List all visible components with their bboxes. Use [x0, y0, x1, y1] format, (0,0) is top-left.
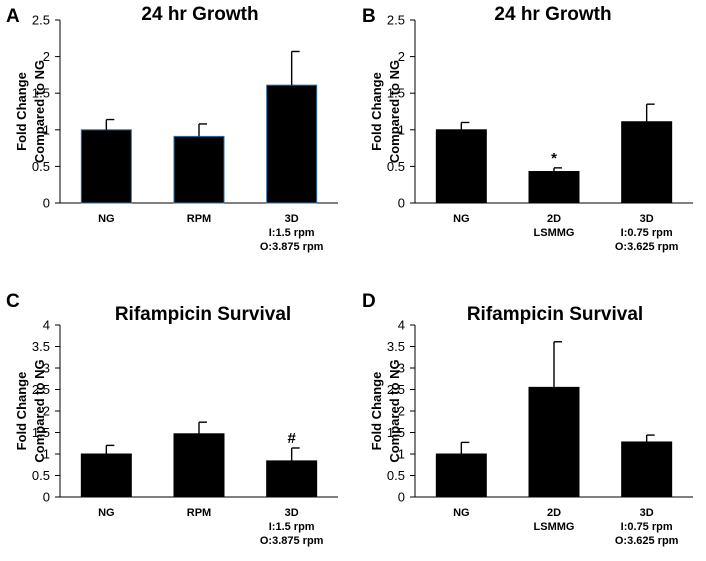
chart-title: Rifampicin Survival [467, 304, 643, 325]
chart-panel-c: C Rifampicin Survival Fold Change Compared … [6, 291, 338, 547]
y-tick-label: 0.5 [32, 159, 50, 174]
bar [621, 121, 673, 204]
bar [528, 171, 580, 204]
significance-marker: * [551, 150, 557, 167]
bar [80, 453, 132, 498]
x-tick-label: RPM [187, 213, 211, 225]
y-tick-label: 4 [398, 318, 405, 333]
y-axis-label-line: Compared to NG [387, 60, 402, 163]
y-axis-label-line: Compared to NG [32, 359, 47, 462]
panel-letter: A [6, 6, 20, 27]
y-tick-label: 1.5 [32, 425, 50, 440]
y-axis-label-line: Fold Change [14, 372, 29, 451]
y-axis-label: Fold Change Compared to NG [14, 60, 47, 163]
bar [435, 453, 487, 498]
y-axis-label-line: Compared to NG [32, 60, 47, 163]
x-tick-label: 2D [547, 213, 561, 225]
bar [266, 84, 318, 204]
x-tick-label: O:3.625 rpm [615, 241, 679, 253]
y-tick-label: 2.5 [32, 382, 50, 397]
y-tick-label: 2.5 [32, 13, 50, 28]
y-tick-label: 0 [43, 196, 50, 211]
y-axis-label: Fold Change Compared to NG [369, 359, 402, 462]
x-tick-label: O:3.875 rpm [260, 535, 324, 547]
y-tick-label: 0 [398, 196, 405, 211]
x-tick-label: O:3.875 rpm [260, 241, 324, 253]
panel-letter: B [362, 6, 376, 27]
y-tick-label: 0.5 [387, 468, 405, 483]
chart-title: Rifampicin Survival [115, 304, 291, 325]
y-axis-label-line: Compared to NG [387, 359, 402, 462]
bar [435, 129, 487, 204]
chart-title: 24 hr Growth [494, 4, 611, 25]
y-tick-label: 0.5 [387, 159, 405, 174]
y-tick-label: 0 [398, 490, 405, 505]
x-tick-label: NG [98, 213, 115, 225]
y-axis-label: Fold Change Compared to NG [369, 60, 402, 163]
x-tick-label: 3D [285, 213, 299, 225]
y-tick-label: 3.5 [32, 339, 50, 354]
x-tick-label: LSMMG [534, 227, 575, 239]
chart-panel-a: A 24 hr Growth Fold Change Compared to NG 0 0… [6, 4, 338, 253]
y-tick-label: 3 [398, 361, 405, 376]
x-tick-label: NG [453, 213, 470, 225]
y-axis-label-line: Fold Change [369, 72, 384, 151]
x-tick-label: 3D [640, 507, 654, 519]
x-tick-label: I:1.5 rpm [269, 227, 315, 239]
chart-panel-b: B 24 hr Growth Fold Change Compared to NG 0 0… [362, 4, 693, 253]
x-tick-label: I:0.75 rpm [621, 521, 673, 533]
y-tick-label: 1 [398, 447, 405, 462]
y-tick-label: 1 [43, 122, 50, 137]
x-tick-label: NG [98, 507, 115, 519]
chart-title: 24 hr Growth [141, 4, 258, 25]
bar [266, 460, 318, 498]
x-tick-label: I:1.5 rpm [269, 521, 315, 533]
y-tick-label: 3.5 [387, 339, 405, 354]
bar [80, 129, 132, 204]
y-tick-label: 2 [43, 404, 50, 419]
x-tick-label: 2D [547, 507, 561, 519]
x-tick-label: 3D [285, 507, 299, 519]
y-tick-label: 1 [43, 447, 50, 462]
y-tick-label: 2 [398, 49, 405, 64]
x-tick-label: NG [453, 507, 470, 519]
y-tick-label: 1.5 [387, 86, 405, 101]
panel-letter: C [6, 291, 20, 312]
significance-marker: # [287, 430, 296, 447]
x-tick-label: LSMMG [534, 521, 575, 533]
y-axis-label: Fold Change Compared to NG [14, 359, 47, 462]
y-tick-label: 1 [398, 122, 405, 137]
y-axis-label-line: Fold Change [14, 72, 29, 151]
y-tick-label: 1.5 [387, 425, 405, 440]
y-tick-label: 0.5 [32, 468, 50, 483]
y-axis-label-line: Fold Change [369, 372, 384, 451]
bar [621, 441, 673, 498]
y-tick-label: 3 [43, 361, 50, 376]
y-tick-label: 2.5 [387, 382, 405, 397]
x-tick-label: O:3.625 rpm [615, 535, 679, 547]
x-tick-label: I:0.75 rpm [621, 227, 673, 239]
panel-letter: D [362, 291, 376, 312]
y-tick-label: 4 [43, 318, 50, 333]
y-tick-label: 1.5 [32, 86, 50, 101]
bar [173, 433, 225, 498]
y-tick-label: 0 [43, 490, 50, 505]
x-tick-label: 3D [640, 213, 654, 225]
y-tick-label: 2.5 [387, 13, 405, 28]
y-tick-label: 2 [398, 404, 405, 419]
bar [528, 386, 580, 498]
bar [173, 135, 225, 204]
x-tick-label: RPM [187, 507, 211, 519]
chart-panel-d: D Rifampicin Survival Fold Change Compared … [362, 291, 693, 547]
y-tick-label: 2 [43, 49, 50, 64]
